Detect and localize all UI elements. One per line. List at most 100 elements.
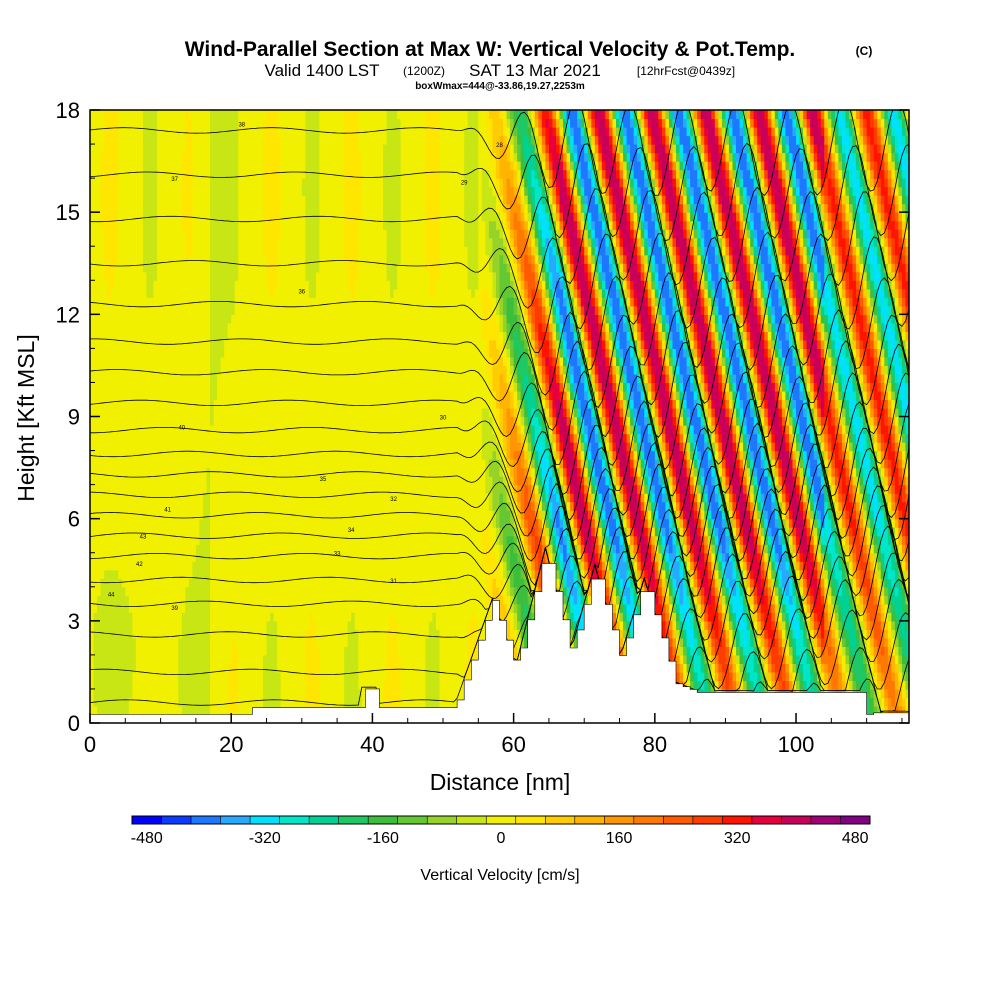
velocity-cell [164,527,169,537]
velocity-cell [114,348,119,358]
velocity-cell [259,297,264,307]
velocity-cell [305,237,310,247]
velocity-cell [100,229,105,239]
velocity-cell [231,484,236,494]
velocity-cell [135,493,141,503]
velocity-cell [315,442,321,452]
velocity-cell [298,348,303,358]
velocity-cell [294,561,299,571]
velocity-cell [150,620,155,630]
velocity-cell [118,348,123,358]
velocity-cell [259,527,264,537]
velocity-cell [153,237,158,247]
velocity-cell [181,305,186,315]
velocity-cell [174,280,179,290]
velocity-cell [330,135,335,145]
velocity-cell [273,186,278,196]
velocity-cell [326,127,331,137]
velocity-cell [210,425,215,435]
velocity-cell [322,425,328,435]
velocity-cell [262,467,268,477]
velocity-cell [301,305,306,315]
velocity-cell [255,476,261,486]
velocity-cell [90,535,95,545]
velocity-cell [167,305,172,315]
velocity-cell [132,246,137,256]
velocity-cell [160,263,165,273]
velocity-cell [213,322,218,332]
velocity-cell [273,331,278,341]
velocity-cell [319,518,324,528]
velocity-cell [93,271,98,281]
velocity-cell [111,297,116,307]
velocity-cell [107,339,112,349]
velocity-cell [97,288,102,298]
velocity-cell [231,561,236,571]
velocity-cell [188,425,193,435]
velocity-cell [234,416,239,426]
velocity-cell [107,603,112,613]
velocity-cell [157,501,162,511]
velocity-cell [195,169,201,179]
velocity-cell [153,663,158,673]
velocity-cell [164,518,169,528]
velocity-cell [206,637,211,647]
velocity-cell [135,697,141,707]
velocity-cell [259,671,264,682]
velocity-cell [262,433,268,443]
velocity-cell [252,620,257,630]
velocity-cell [262,390,268,401]
velocity-cell [308,510,313,520]
velocity-cell [312,356,317,367]
velocity-cell [135,390,141,401]
velocity-cell [305,186,310,196]
velocity-cell [319,629,324,639]
velocity-cell [146,195,151,205]
velocity-cell [164,654,169,664]
velocity-cell [93,254,98,264]
velocity-cell [227,501,232,511]
velocity-cell [195,654,201,664]
velocity-cell [114,646,119,656]
velocity-cell [270,595,275,605]
velocity-cell [227,697,232,707]
velocity-cell [97,535,102,545]
velocity-cell [227,646,232,656]
velocity-cell [100,442,105,452]
velocity-cell [273,603,278,613]
velocity-cell [128,152,133,162]
velocity-cell [234,612,239,622]
velocity-cell [139,484,144,494]
velocity-cell [262,203,268,213]
velocity-cell [181,595,186,605]
velocity-cell [135,612,141,622]
velocity-cell [157,110,162,120]
velocity-cell [167,629,172,639]
velocity-cell [125,246,130,256]
velocity-cell [171,314,176,324]
velocity-cell [291,561,296,571]
velocity-cell [266,169,271,179]
velocity-cell [298,620,303,630]
velocity-cell [322,263,328,273]
velocity-cell [174,442,179,452]
velocity-cell [287,620,292,630]
velocity-cell [135,135,141,145]
velocity-cell [195,288,201,298]
velocity-cell [301,552,306,562]
velocity-cell [319,331,324,341]
velocity-cell [160,178,165,188]
velocity-cell [241,680,246,690]
velocity-cell [213,237,218,247]
velocity-cell [213,433,218,443]
velocity-cell [287,688,292,699]
velocity-cell [181,237,186,247]
velocity-cell [206,118,211,128]
velocity-cell [174,382,179,392]
velocity-cell [195,510,201,520]
velocity-cell [305,416,310,426]
velocity-cell [171,612,176,622]
velocity-cell [153,544,158,554]
velocity-cell [167,646,172,656]
velocity-cell [315,178,321,188]
